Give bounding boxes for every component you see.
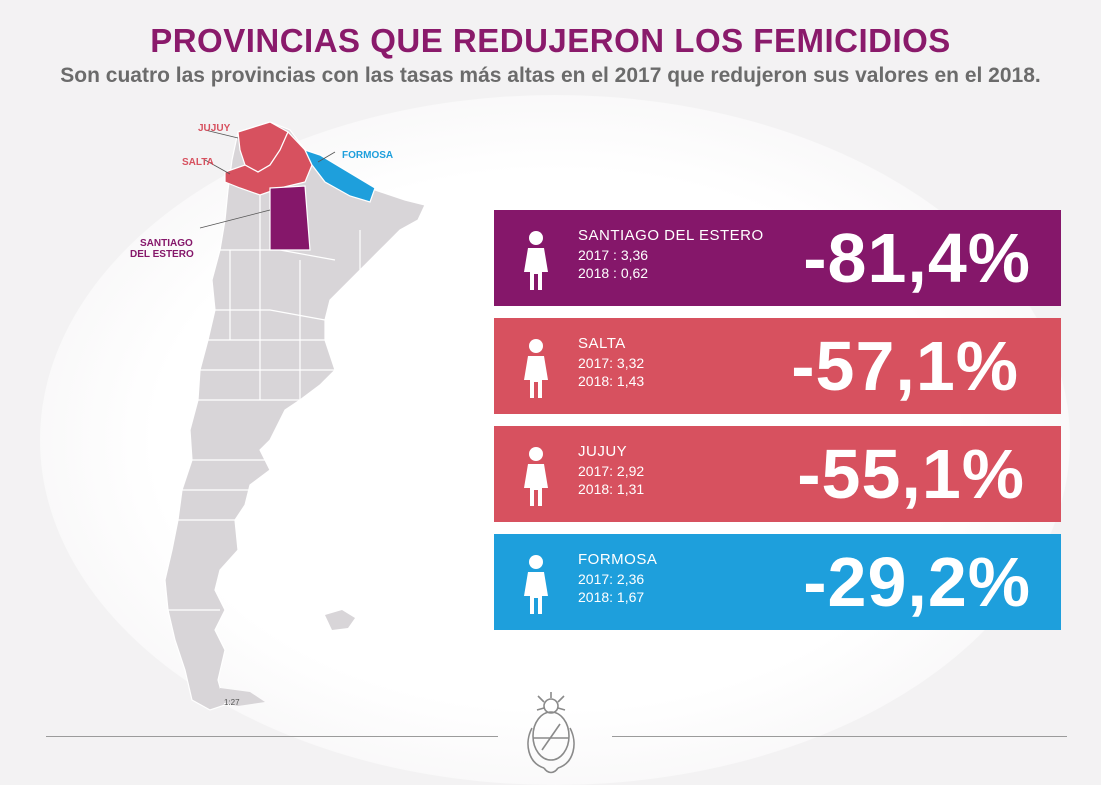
- map-label-salta: SALTA: [182, 157, 214, 168]
- woman-icon: [524, 447, 548, 506]
- woman-icon: [524, 339, 548, 398]
- rate-2017: 2017: 2,36: [578, 571, 645, 587]
- map-label-formosa: FORMOSA: [342, 150, 394, 161]
- argentina-map: JUJUY SALTA FORMOSA SANTIAGO DEL ESTERO …: [120, 110, 440, 725]
- province-card-formosa: FORMOSA 2017: 2,36 2018: 1,67 -29,2%: [494, 534, 1061, 630]
- province-name: FORMOSA: [578, 551, 658, 568]
- province-card-salta: SALTA 2017: 3,32 2018: 1,43 -57,1%: [494, 318, 1061, 414]
- percent-change: -29,2%: [803, 543, 1031, 621]
- rate-2018: 2018: 1,43: [578, 373, 645, 389]
- rate-2018: 2018: 1,67: [578, 589, 645, 605]
- woman-icon: [524, 231, 548, 290]
- province-name: SALTA: [578, 335, 626, 352]
- map-label-jujuy: JUJUY: [198, 123, 231, 134]
- page-title: PROVINCIAS QUE REDUJERON LOS FEMICIDIOS: [150, 22, 951, 59]
- percent-change: -57,1%: [791, 327, 1019, 405]
- rate-2017: 2017 : 3,36: [578, 247, 649, 263]
- map-islands: [325, 610, 355, 630]
- woman-icon: [524, 555, 548, 614]
- map-label-santiago-line1: SANTIAGO: [140, 238, 193, 249]
- map-tierra-del-fuego: [220, 688, 265, 706]
- percent-change: -55,1%: [797, 435, 1025, 513]
- rate-2018: 2018 : 0,62: [578, 265, 649, 281]
- province-name: SANTIAGO DEL ESTERO: [578, 227, 764, 244]
- map-santiago-del-estero: [269, 185, 311, 251]
- rate-2017: 2017: 3,32: [578, 355, 645, 371]
- page-subtitle: Son cuatro las provincias con las tasas …: [60, 64, 1041, 87]
- map-scale: 1:27: [224, 698, 240, 707]
- percent-change: -81,4%: [803, 219, 1031, 297]
- footer-divider-left: [46, 736, 498, 737]
- province-name: JUJUY: [578, 443, 628, 460]
- province-card-jujuy: JUJUY 2017: 2,92 2018: 1,31 -55,1%: [494, 426, 1061, 522]
- rate-2018: 2018: 1,31: [578, 481, 645, 497]
- map-label-santiago-line2: DEL ESTERO: [130, 249, 194, 260]
- province-card-santiago: SANTIAGO DEL ESTERO 2017 : 3,36 2018 : 0…: [494, 210, 1061, 306]
- footer-divider-right: [612, 736, 1067, 737]
- map-formosa: [303, 148, 376, 203]
- rate-2017: 2017: 2,92: [578, 463, 645, 479]
- coat-of-arms-icon: [527, 692, 575, 774]
